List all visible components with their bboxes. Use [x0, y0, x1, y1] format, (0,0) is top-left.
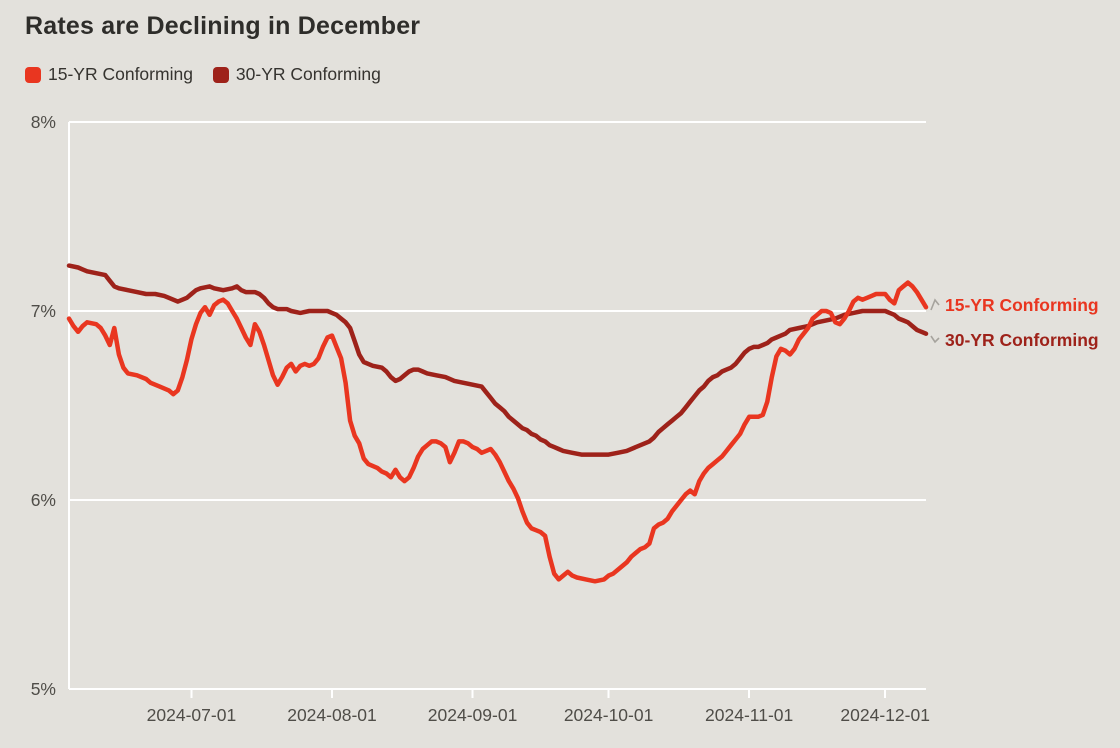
y-axis-tick-label: 7% [31, 301, 56, 321]
y-axis-tick-label: 5% [31, 679, 56, 699]
x-axis-tick-label: 2024-07-01 [147, 705, 237, 725]
legend-swatch-15yr-icon [25, 66, 41, 83]
series-line-15yr [66, 280, 929, 584]
label-connector-30yr-icon [930, 335, 940, 344]
legend-swatch-30yr-icon [212, 66, 229, 83]
y-axis-tick-label: 8% [31, 112, 56, 132]
y-axis-tick-label: 6% [31, 490, 56, 510]
x-axis-tick-label: 2024-10-01 [564, 705, 654, 725]
legend-label-15yr: 15-YR Conforming [48, 64, 193, 84]
legend-item-15yr: 15-YR Conforming [25, 64, 193, 85]
chart-title: Rates are Declining in December [25, 12, 421, 40]
series-line-30yr [66, 263, 929, 457]
x-axis-tick-label: 2024-09-01 [428, 705, 518, 725]
legend: 15-YR Conforming 30-YR Conforming [25, 64, 381, 85]
series-label-30yr: 30-YR Conforming [945, 330, 1099, 350]
x-axis-tick-label: 2024-12-01 [840, 705, 930, 725]
series-label-15yr: 15-YR Conforming [945, 295, 1099, 315]
x-axis-tick-label: 2024-11-01 [705, 705, 793, 725]
x-axis-tick-label: 2024-08-01 [287, 705, 377, 725]
legend-label-30yr: 30-YR Conforming [235, 64, 381, 84]
label-connector-15yr-icon [930, 298, 940, 311]
legend-item-30yr: 30-YR Conforming [212, 64, 381, 85]
